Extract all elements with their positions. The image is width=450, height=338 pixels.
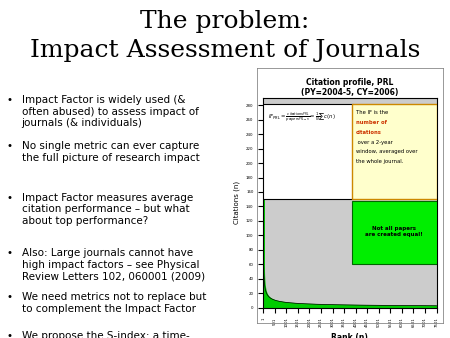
FancyBboxPatch shape — [351, 104, 436, 199]
FancyBboxPatch shape — [263, 104, 353, 199]
Text: No single metric can ever capture
the full picture of research impact: No single metric can ever capture the fu… — [22, 141, 199, 163]
Text: •: • — [7, 193, 13, 202]
Text: •: • — [7, 95, 13, 105]
Text: We propose the S-index: a time-
sensitive H-index-like metric for
journals: We propose the S-index: a time- sensitiv… — [22, 331, 189, 338]
Text: citations: citations — [356, 130, 382, 135]
Text: number of: number of — [356, 120, 387, 125]
Text: Impact Factor measures average
citation performance – but what
about top perform: Impact Factor measures average citation … — [22, 193, 193, 226]
Text: Impact Factor measures: Impact Factor measures — [22, 193, 150, 202]
X-axis label: Rank (n): Rank (n) — [332, 333, 368, 338]
Text: Impact Factor measures ̲a̲v̲e̲r̲a̲g̲e: Impact Factor measures ̲a̲v̲e̲r̲a̲g̲e — [22, 193, 193, 203]
Text: $IF_{PRL} = \frac{citations_{PRL}}{papers_{PRL-n}} = \frac{1}{N}\sum c(n)$: $IF_{PRL} = \frac{citations_{PRL}}{paper… — [269, 111, 336, 124]
Text: Also: Large journals cannot have
high impact factors – see Physical
Review Lette: Also: Large journals cannot have high im… — [22, 248, 205, 282]
Text: the whole journal.: the whole journal. — [356, 159, 403, 164]
FancyBboxPatch shape — [351, 201, 436, 264]
Text: The problem:: The problem: — [140, 10, 310, 33]
Text: •: • — [7, 248, 13, 259]
Text: •: • — [7, 331, 13, 338]
Title: Citation profile, PRL
(PY=2004-5, CY=2006): Citation profile, PRL (PY=2004-5, CY=200… — [301, 78, 399, 97]
Text: We need metrics not to replace but
to complement the Impact Factor: We need metrics not to replace but to co… — [22, 292, 206, 314]
Text: •: • — [7, 141, 13, 151]
Text: Impact Assessment of Journals: Impact Assessment of Journals — [30, 39, 420, 62]
Text: window, averaged over: window, averaged over — [356, 149, 418, 154]
Text: Impact Factor is widely used (&
often abused) to assess impact of
journals (& in: Impact Factor is widely used (& often ab… — [22, 95, 198, 128]
Text: over a 2-year: over a 2-year — [356, 140, 393, 145]
Text: •: • — [7, 292, 13, 302]
Text: Not all papers
are created equal!: Not all papers are created equal! — [365, 226, 423, 237]
Y-axis label: Citations (n): Citations (n) — [234, 181, 240, 224]
Text: The IF is the: The IF is the — [356, 110, 390, 115]
